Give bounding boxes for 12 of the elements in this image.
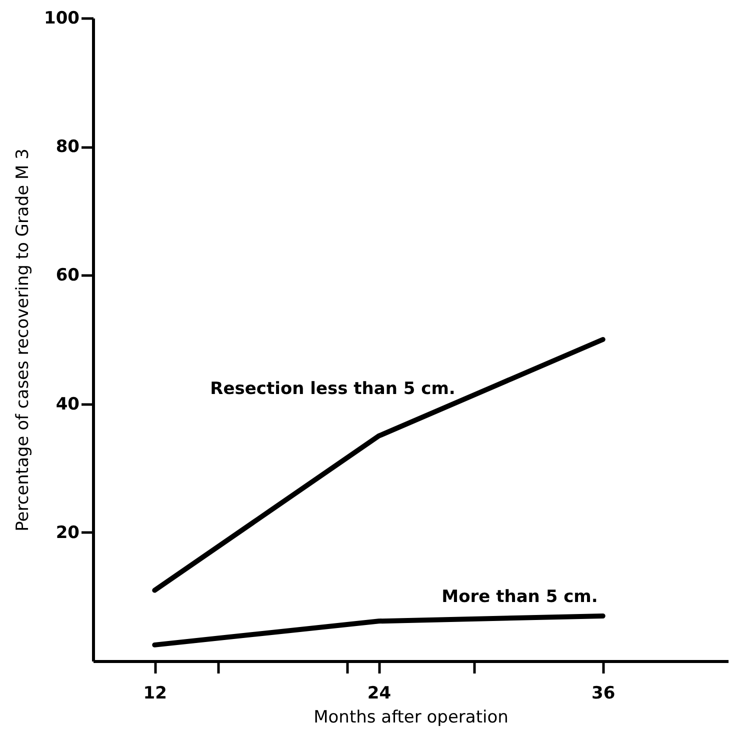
x-tick-label: 24 [367, 684, 392, 704]
series-label: More than 5 cm. [442, 587, 598, 608]
y-tick-label: 20 [56, 522, 80, 543]
y-tick-label: 60 [56, 266, 80, 286]
series-label: Resection less than 5 cm. [210, 378, 456, 399]
y-tick-label: 100 [44, 8, 80, 28]
x-tick-label: 12 [143, 684, 167, 704]
y-axis-title: Percentage of cases recovering to Grade M 3 [13, 148, 34, 532]
y-tick-label: 80 [56, 137, 80, 158]
y-tick-label: 40 [56, 394, 80, 414]
x-axis-title: Months after operation [314, 708, 508, 728]
x-tick-label: 36 [592, 684, 616, 704]
